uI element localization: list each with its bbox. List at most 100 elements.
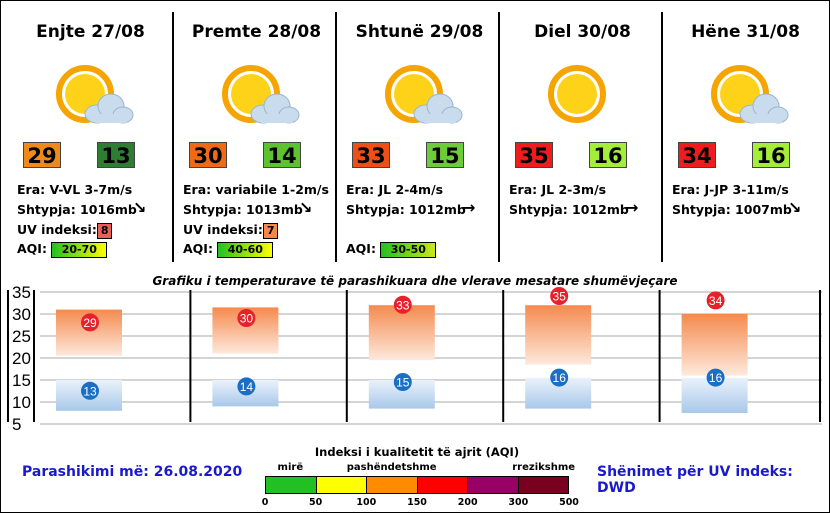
wind-direction-icon: ↘	[133, 198, 147, 217]
aqi-color-segment	[266, 477, 317, 493]
temperature-chart: 5 10 15 20 25 30 35 29 13 30 14 33 15 35 16 34 16	[7, 284, 822, 434]
aqi-label: AQI:	[346, 241, 376, 256]
column-divider	[498, 12, 500, 262]
day-title: Premte 28/08	[191, 22, 322, 42]
aqi-color-segment	[316, 477, 367, 493]
min-temp: 16	[752, 142, 790, 168]
max-temp-marker	[81, 313, 99, 332]
y-tick-label: 35	[12, 284, 31, 302]
day-column: Shtunë 29/08 33 15 Era: JL 2-4m/s Shtypja: 1…	[338, 12, 501, 262]
pressure-info: Shtypja: 1013mb	[183, 202, 303, 217]
data-label: 30	[240, 312, 254, 326]
aqi-label: AQI:	[17, 241, 47, 256]
data-label: 14	[240, 380, 254, 394]
sun-icon	[543, 60, 627, 136]
uv-label: UV indeksi:	[183, 222, 263, 237]
aqi-badge: 30-50	[380, 242, 437, 258]
data-label: 16	[553, 371, 567, 385]
day-column: Hëne 31/08 34 16 Era: J-JP 3-11m/s Shtypja: …	[664, 12, 827, 262]
min-temp-marker	[237, 377, 256, 396]
wind-direction-icon: ↘	[788, 198, 802, 217]
normal-max-band	[368, 305, 435, 361]
wind-direction-icon: ↘	[299, 198, 313, 217]
aqi-badge: 40-60	[217, 242, 274, 258]
day-column: Enjte 27/08 29 13 Era: V-VL 3-7m/s Shtypja: …	[9, 12, 172, 262]
aqi-tick-label: 300	[508, 497, 529, 508]
aqi-tick-label: 0	[261, 497, 269, 508]
max-temp-marker	[393, 295, 412, 314]
min-temp-marker	[550, 368, 569, 387]
y-tick-label: 10	[12, 393, 31, 412]
y-tick-label: 20	[12, 349, 31, 368]
wind-info: Era: JL 2-4m/s	[346, 182, 444, 197]
max-temp-marker	[237, 309, 256, 327]
chart-title: Grafiku i temperaturave të parashikuara …	[152, 274, 678, 288]
pressure-info: Shtypja: 1007mb	[672, 202, 792, 217]
column-divider	[172, 12, 174, 262]
aqi-label: AQI:	[183, 241, 213, 256]
column-divider	[661, 12, 663, 262]
pressure-info: Shtypja: 1012mb	[346, 202, 466, 217]
aqi-scale	[265, 476, 569, 494]
wind-info: Era: J-JP 3-11m/s	[672, 182, 789, 197]
pressure-info: Shtypja: 1012mb	[509, 202, 629, 217]
min-temp: 15	[426, 142, 464, 168]
normal-max-band	[681, 314, 748, 376]
min-temp: 13	[97, 142, 135, 168]
data-label: 33	[396, 298, 410, 312]
pressure-info: Shtypja: 1016mb	[17, 202, 137, 217]
wind-info: Era: JL 2-3m/s	[509, 182, 607, 197]
partly-cloudy-icon	[217, 60, 301, 136]
wind-info: Era: variabile 1-2m/s	[183, 182, 329, 197]
day-column: Premte 28/08 30 14 Era: variabile 1-2m/s Sht…	[175, 12, 338, 262]
partly-cloudy-icon	[51, 60, 135, 136]
min-temp-marker	[706, 368, 725, 387]
aqi-info: AQI: 40-60	[183, 241, 274, 258]
data-label: 13	[83, 384, 97, 398]
aqi-category-label: rrezikshme	[512, 462, 576, 473]
wind-info: Era: V-VL 3-7m/s	[17, 182, 133, 197]
data-label: 16	[709, 371, 723, 385]
partly-cloudy-icon	[380, 60, 464, 136]
min-temp-marker	[81, 381, 99, 400]
min-temp: 14	[263, 142, 301, 168]
data-label: 29	[83, 316, 97, 330]
aqi-badge: 20-70	[51, 242, 108, 258]
aqi-tick-label: 100	[356, 497, 377, 508]
max-temp: 30	[189, 142, 227, 168]
max-temp: 29	[23, 142, 61, 168]
data-label: 35	[553, 290, 567, 304]
column-divider	[335, 12, 337, 262]
max-temp: 34	[678, 142, 716, 168]
min-temp-marker	[393, 373, 412, 391]
y-tick-label: 15	[12, 371, 31, 390]
day-column: Diel 30/08 35 16 Era: JL 2-3m/s Shtypja: 101…	[501, 12, 664, 262]
day-title: Shtunë 29/08	[355, 22, 484, 42]
uv-label: UV indeksi:	[17, 222, 97, 237]
max-temp: 33	[352, 142, 390, 168]
y-tick-label: 30	[12, 305, 31, 324]
data-label: 34	[709, 294, 723, 308]
y-tick-label: 25	[12, 327, 31, 346]
wind-direction-icon: →	[625, 198, 639, 217]
data-label: 15	[396, 376, 410, 390]
day-title: Hëne 31/08	[691, 22, 800, 42]
wind-direction-icon: →	[462, 198, 476, 217]
aqi-tick-label: 500	[559, 497, 579, 508]
aqi-color-segment	[468, 477, 519, 493]
aqi-color-segment	[417, 477, 468, 493]
aqi-category-label: mirë	[277, 462, 304, 473]
aqi-tick-label: 50	[309, 497, 323, 508]
y-tick-label: 5	[12, 415, 21, 434]
uv-source-note: Shënimet për UV indeks: DWD	[597, 464, 793, 496]
max-temp: 35	[515, 142, 553, 168]
issued-date: Parashikimi më: 26.08.2020	[22, 464, 243, 480]
normal-max-band	[525, 305, 592, 365]
aqi-color-segment	[518, 477, 568, 493]
partly-cloudy-icon	[706, 60, 790, 136]
uv-badge: 8	[96, 223, 113, 239]
day-title: Enjte 27/08	[36, 22, 145, 42]
uv-badge: 7	[262, 223, 279, 239]
max-temp-marker	[706, 291, 725, 310]
aqi-tick-label: 150	[407, 497, 427, 508]
